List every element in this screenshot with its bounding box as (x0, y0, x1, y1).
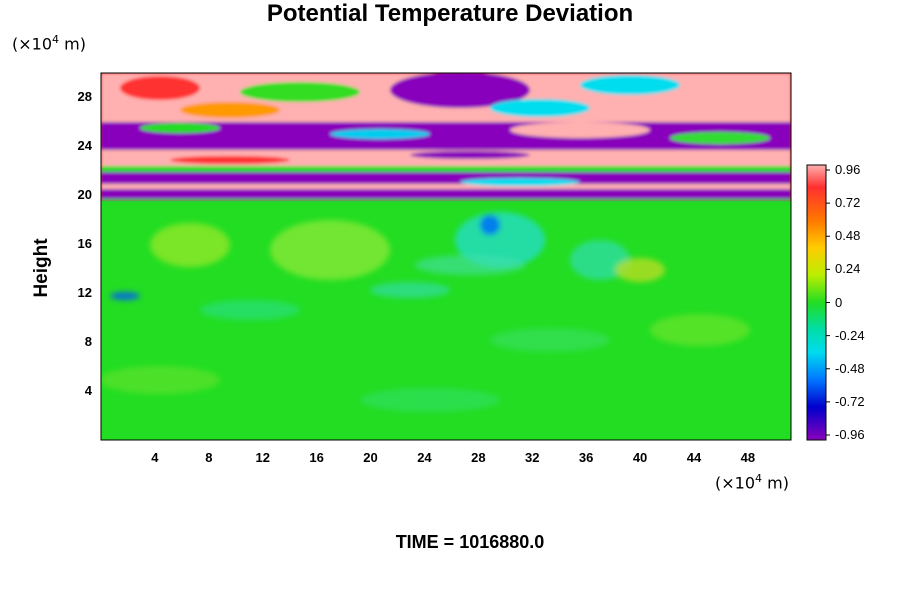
x-tick-label: 8 (205, 450, 213, 465)
colorbar-label: -0.96 (835, 427, 865, 442)
colorbar-label: -0.24 (835, 327, 865, 343)
x-tick-label: 44 (686, 450, 702, 465)
y-tick-label: 8 (84, 334, 92, 350)
x-unit-label: (×104 m) (715, 472, 789, 493)
x-tick-label: 12 (255, 450, 270, 465)
y-tick-label: 28 (77, 89, 92, 105)
colorbar-label: 0 (835, 294, 843, 310)
y-tick-label: 4 (84, 383, 92, 399)
y-tick-label: 16 (77, 236, 92, 252)
y-unit-label: (×104 m) (12, 33, 86, 54)
x-tick-label: 24 (417, 450, 432, 465)
chart-title: Potential Temperature Deviation (266, 0, 634, 27)
colorbar-label: 0.48 (835, 228, 861, 244)
colorbar-label: -0.48 (835, 360, 865, 376)
y-tick-label: 12 (77, 285, 92, 301)
x-tick-label: 48 (740, 450, 756, 465)
field-turbulence (101, 212, 750, 412)
colorbar-label: 0.96 (835, 162, 861, 177)
colorbar-label: 0.24 (835, 261, 861, 277)
x-tick-label: 40 (632, 450, 648, 465)
upper-waves (101, 73, 791, 202)
colorbar-label: -0.72 (835, 393, 865, 409)
plot-frame (100, 72, 792, 441)
x-tick-label: 32 (525, 450, 540, 465)
x-tick-label: 16 (309, 450, 324, 465)
x-tick-label: 28 (471, 450, 486, 465)
x-tick-label: 4 (151, 450, 159, 465)
x-tick-label: 20 (363, 450, 378, 465)
colorbar (806, 164, 827, 441)
time-label: TIME = 1016880.0 (395, 532, 545, 552)
colorbar-ticks (826, 169, 830, 436)
heatmap-field (101, 73, 791, 440)
y-tick-label: 24 (77, 138, 92, 154)
y-tick-label: 20 (77, 187, 92, 203)
x-tick-label: 36 (578, 450, 594, 465)
colorbar-label: 0.72 (835, 195, 861, 211)
